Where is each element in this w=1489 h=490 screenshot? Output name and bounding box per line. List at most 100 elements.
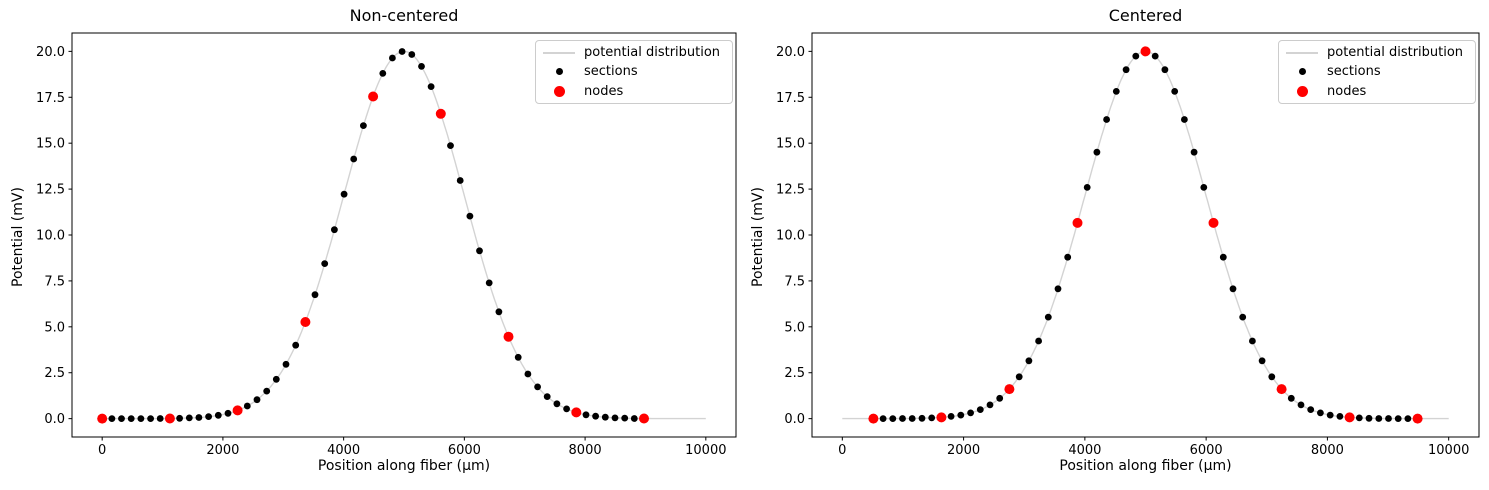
x-tick-label: 2000 (947, 443, 980, 458)
section-dot (108, 415, 116, 422)
section-dot (331, 226, 338, 234)
section-dot (563, 405, 570, 413)
plot-title-centered: Centered (1108, 6, 1183, 25)
node-dot (1072, 217, 1083, 228)
section-dot (1103, 116, 1110, 123)
legend: potential distribution sections nodes (535, 40, 733, 104)
section-dot (1025, 357, 1033, 365)
section-dot (524, 370, 532, 378)
section-dot (389, 54, 396, 62)
section-dot (1317, 409, 1324, 417)
section-dot (1268, 373, 1276, 381)
section-dot (1132, 52, 1140, 60)
potential-distribution-curve (102, 50, 706, 420)
section-dot (1229, 285, 1237, 293)
legend-label: nodes (584, 83, 624, 99)
section-dot (224, 409, 232, 417)
x-tick-label: 6000 (448, 443, 481, 458)
y-tick-label: 5.0 (784, 320, 805, 335)
x-tick-label: 0 (838, 443, 846, 458)
section-dot (263, 387, 271, 395)
section-dot (582, 411, 590, 419)
section-dot (996, 394, 1004, 402)
section-dot (899, 415, 906, 422)
section-dot (601, 413, 609, 421)
node-dot (868, 413, 879, 424)
section-dot (1365, 414, 1373, 422)
section-dot (466, 212, 474, 220)
legend-item-sections: sections (536, 62, 732, 81)
section-dot (272, 375, 280, 383)
y-tick-label: 0.0 (784, 412, 805, 427)
section-dot (947, 413, 955, 420)
section-dot (1219, 253, 1227, 261)
section-dot (543, 393, 551, 400)
section-dot (292, 341, 300, 349)
section-dot (1297, 401, 1305, 409)
section-dot (485, 279, 493, 287)
section-dot (253, 396, 261, 404)
section-dot (118, 415, 125, 422)
section-dot (1336, 413, 1344, 420)
x-tick-label: 10000 (685, 443, 726, 458)
section-dot (1064, 253, 1072, 261)
x-tick-label: 6000 (1190, 443, 1223, 458)
plot-title-noncentered: Non-centered (349, 6, 459, 25)
section-dot (879, 415, 887, 422)
section-dot (311, 291, 319, 299)
section-dot (592, 412, 599, 420)
y-tick-label: 20.0 (36, 45, 65, 60)
node-dot (232, 405, 243, 416)
section-dot (1083, 184, 1091, 191)
section-dot (185, 414, 193, 422)
legend-item-nodes: nodes (536, 82, 732, 101)
section-dot (621, 414, 629, 422)
y-tick-label: 5.0 (44, 320, 65, 335)
section-dot (1181, 116, 1188, 123)
legend-nodes-marker-icon (1284, 85, 1320, 97)
section-dot (321, 260, 329, 267)
section-dot (514, 353, 522, 361)
legend-label: nodes (1327, 83, 1367, 99)
section-dot (1093, 148, 1101, 156)
section-dot (611, 414, 619, 422)
x-tick-label: 2000 (206, 443, 239, 458)
section-dot (630, 415, 638, 422)
section-dot (1249, 337, 1256, 345)
node-dot (368, 91, 379, 102)
legend-sections-marker-icon (1284, 68, 1320, 76)
x-tick-label: 0 (98, 443, 106, 458)
section-dot (495, 308, 503, 316)
node-dot (1344, 412, 1355, 423)
section-dot (340, 190, 348, 198)
section-dot (1151, 52, 1159, 60)
section-dot (1385, 415, 1392, 422)
legend-line-sample-icon (1284, 51, 1320, 54)
node-dot (300, 317, 311, 327)
y-axis-label: Potential (mV) (10, 187, 26, 287)
potential-distribution-curve (842, 50, 1449, 420)
legend-sections-marker-icon (541, 68, 577, 76)
section-dot (456, 177, 464, 184)
section-dot (1161, 66, 1169, 74)
section-dot (967, 409, 974, 417)
y-tick-label: 15.0 (776, 137, 805, 152)
legend-nodes-marker-icon (541, 85, 577, 97)
section-dot (214, 411, 222, 419)
section-dot (243, 402, 251, 410)
section-dot (1307, 406, 1315, 413)
x-axis-label: Position along fiber (μm) (317, 458, 491, 474)
section-dot (398, 48, 406, 55)
legend-item-potential-distribution: potential distribution (1279, 43, 1475, 62)
section-dot (195, 414, 203, 421)
section-dot (1394, 415, 1402, 422)
section-dot (476, 247, 483, 255)
section-dot (127, 415, 135, 422)
legend-label: sections (1327, 64, 1381, 80)
x-tick-label: 8000 (1311, 443, 1344, 458)
section-dot (379, 70, 387, 77)
node-dot (164, 413, 175, 424)
section-dot (1287, 394, 1295, 402)
